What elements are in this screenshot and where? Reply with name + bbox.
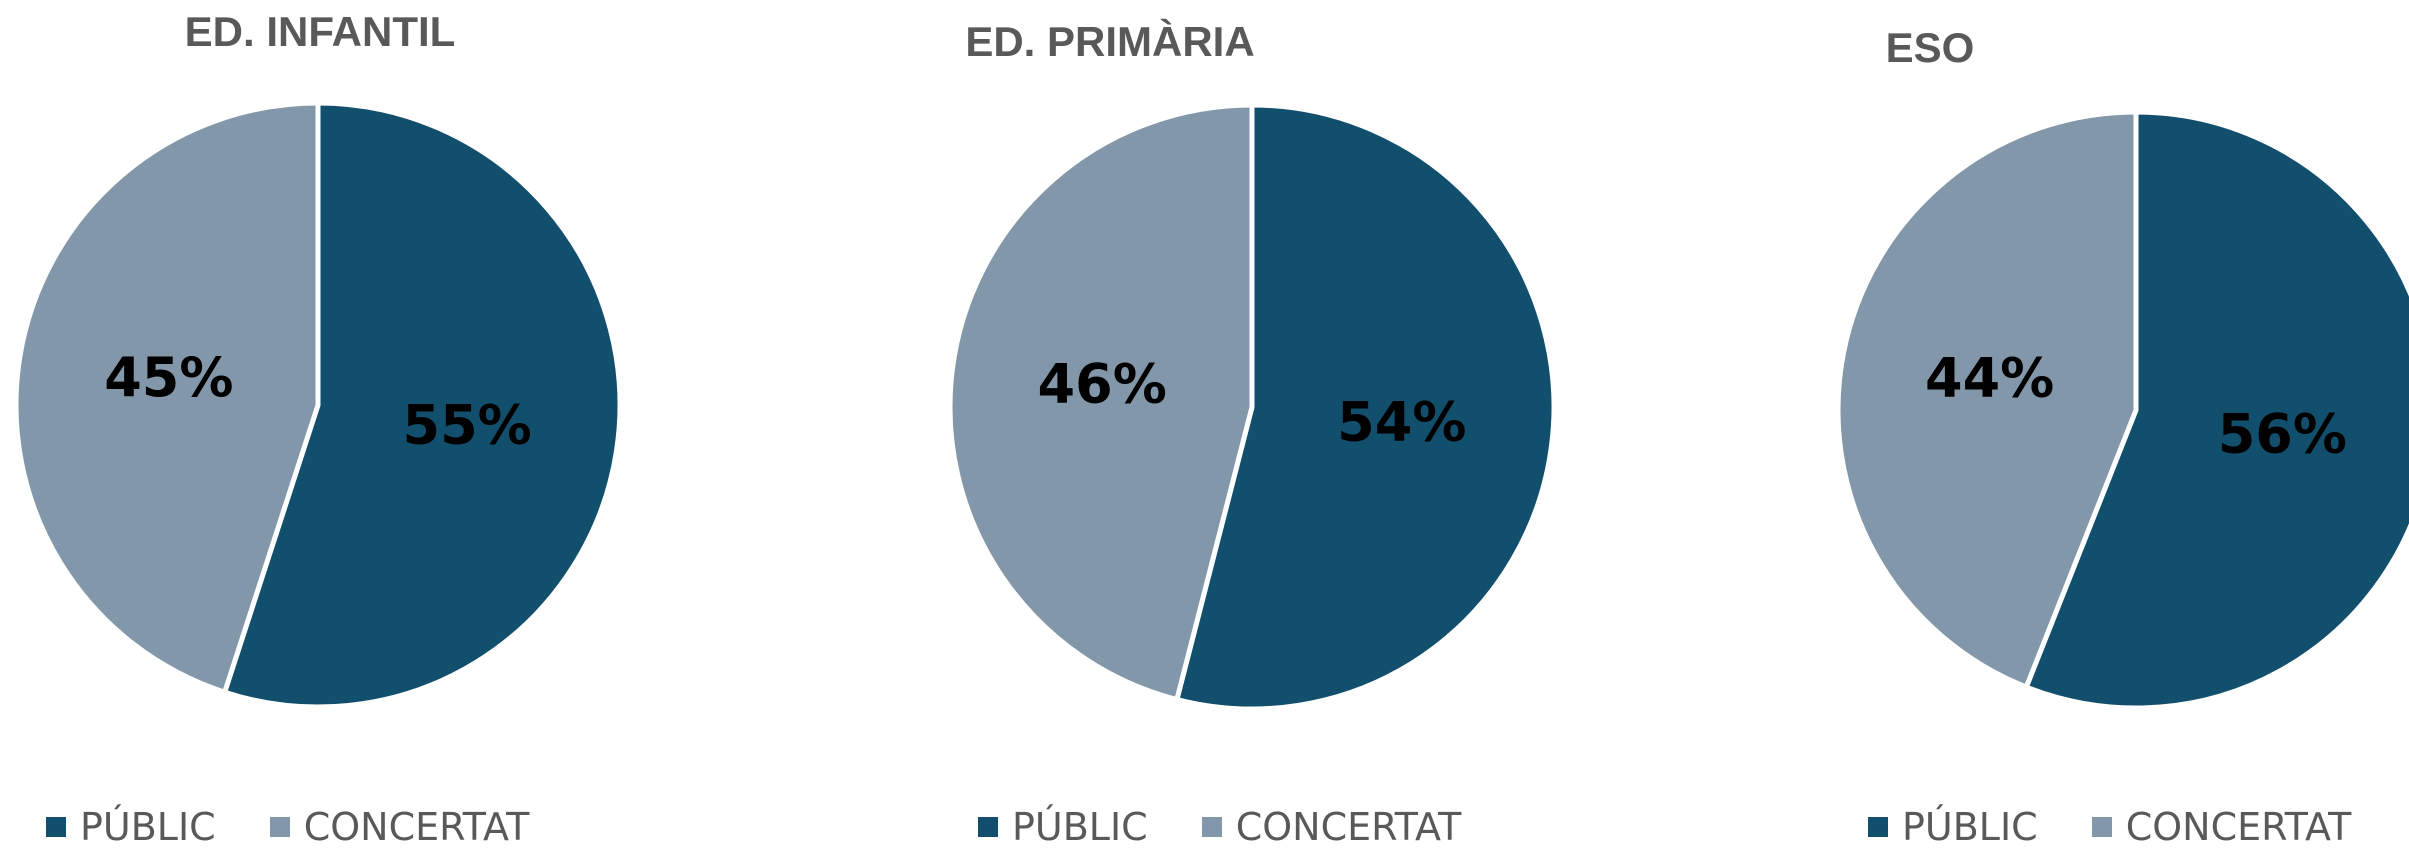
slice-concertat-label: 45% xyxy=(104,346,233,409)
legend-swatch-public xyxy=(978,817,998,837)
slice-public-label: 55% xyxy=(403,393,532,456)
legend-label-public: PÚBLIC xyxy=(80,805,216,849)
legend-swatch-public xyxy=(1868,817,1888,837)
legend-swatch-public xyxy=(46,817,66,837)
pie-svg: 56% 44% xyxy=(1835,109,2409,711)
slice-public xyxy=(222,100,623,710)
slice-public xyxy=(2023,109,2409,711)
pie-svg: 55% 45% xyxy=(13,100,623,710)
legend-item-concertat: CONCERTAT xyxy=(269,805,530,849)
slice-public xyxy=(1174,102,1557,712)
slice-concertat-label: 46% xyxy=(1038,353,1167,416)
pie-chart-primaria: ED. PRIMÀRIA 54% 46% PÚBLIC CONCERTAT xyxy=(930,0,1570,849)
legend: PÚBLIC CONCERTAT xyxy=(46,805,583,849)
legend-item-public: PÚBLIC xyxy=(46,805,216,849)
legend-swatch-concertat xyxy=(1201,817,1222,837)
pie-chart-infantil: ED. INFANTIL 55% 45% PÚBLIC CONCERTAT xyxy=(0,0,640,849)
legend-label-concertat: CONCERTAT xyxy=(2125,805,2352,849)
slice-concertat xyxy=(947,102,1255,703)
chart-title: ED. PRIMÀRIA xyxy=(965,18,1255,65)
legend-label-public: PÚBLIC xyxy=(1012,805,1148,849)
pie-chart-eso: ESO 56% 44% PÚBLIC CONCERTAT xyxy=(1820,0,2409,849)
pie-svg: 54% 46% xyxy=(947,102,1557,712)
legend: PÚBLIC CONCERTAT xyxy=(1868,805,2405,849)
slice-public-label: 56% xyxy=(2218,403,2347,466)
legend-item-public: PÚBLIC xyxy=(978,805,1148,849)
legend-item-concertat: CONCERTAT xyxy=(2091,805,2352,849)
slice-concertat-label: 44% xyxy=(1925,347,2054,410)
legend-label-public: PÚBLIC xyxy=(1902,805,2038,849)
chart-title: ESO xyxy=(1885,24,1975,71)
legend-item-concertat: CONCERTAT xyxy=(1201,805,1462,849)
legend-swatch-concertat xyxy=(2091,817,2112,837)
legend-label-concertat: CONCERTAT xyxy=(303,805,530,849)
legend-item-public: PÚBLIC xyxy=(1868,805,2038,849)
slice-concertat xyxy=(1835,109,2139,690)
legend-label-concertat: CONCERTAT xyxy=(1235,805,1462,849)
legend-swatch-concertat xyxy=(269,817,290,837)
slice-public-label: 54% xyxy=(1337,391,1466,454)
slice-concertat xyxy=(13,100,321,695)
legend: PÚBLIC CONCERTAT xyxy=(978,805,1515,849)
chart-title: ED. INFANTIL xyxy=(184,8,456,55)
